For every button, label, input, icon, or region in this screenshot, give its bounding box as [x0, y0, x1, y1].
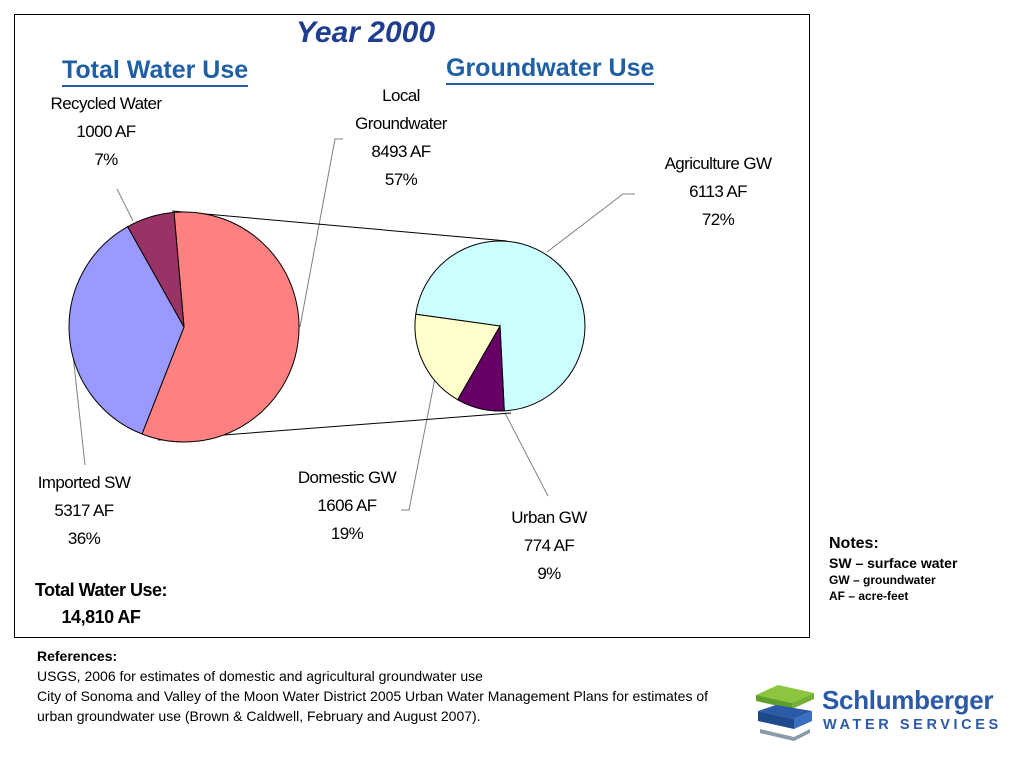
total-water-use-summary-label: Total Water Use:: [34, 580, 168, 600]
domestic-gw-label-percent: 19%: [330, 524, 364, 543]
schlumberger-logo: Schlumberger WATER SERVICES: [752, 683, 1002, 747]
recycled-water-label: Recycled Water 1000 AF 7%: [26, 90, 186, 174]
recycled-water-label-value: 1000 AF: [76, 122, 136, 141]
total-water-use-heading: Total Water Use: [62, 56, 249, 87]
pie-slice-imported-sw: [68, 226, 185, 435]
logo-name: Schlumberger: [822, 685, 994, 715]
total-water-use-summary-value: 14,810 AF: [61, 607, 141, 627]
imported-sw-label-percent: 36%: [67, 529, 101, 548]
notes-title: Notes:: [829, 535, 879, 552]
groundwater-pie: [414, 240, 586, 412]
leader-line: [401, 372, 437, 511]
references-title: References:: [37, 648, 118, 664]
pie-slice-recycled-water: [127, 211, 185, 328]
imported-sw-label-name: Imported SW: [37, 473, 131, 492]
local-groundwater-label-line1: Local: [382, 86, 420, 105]
chart-frame: Year 2000 Total Water Use Groundwater Us…: [14, 14, 810, 638]
urban-gw-label-name: Urban GW: [511, 508, 587, 527]
leader-line: [299, 138, 343, 328]
leader-lines: [72, 138, 635, 511]
local-groundwater-label-percent: 57%: [384, 170, 418, 189]
agriculture-gw-label-value: 6113 AF: [689, 182, 747, 201]
leader-line: [504, 412, 549, 497]
local-groundwater-label-value: 8493 AF: [371, 142, 431, 161]
groundwater-use-heading: Groundwater Use: [446, 54, 655, 85]
urban-gw-label-value: 774 AF: [523, 536, 575, 555]
urban-gw-label-percent: 9%: [537, 564, 561, 583]
slide-title: Year 2000: [296, 16, 436, 49]
notes-line-sw: SW – surface water: [829, 555, 958, 571]
references-line1: USGS, 2006 for estimates of domestic and…: [37, 668, 483, 684]
references-line2: City of Sonoma and Valley of the Moon Wa…: [37, 688, 709, 724]
notes: Notes: SW – surface water GW – groundwat…: [829, 534, 957, 604]
recycled-water-label-percent: 7%: [94, 150, 118, 169]
local-groundwater-label-line2: Groundwater: [355, 114, 447, 133]
urban-gw-label: Urban GW 774 AF 9%: [489, 504, 609, 588]
notes-line-gw: GW – groundwater: [829, 573, 936, 587]
agriculture-gw-label-name: Agriculture GW: [664, 154, 772, 173]
domestic-gw-label-name: Domestic GW: [297, 468, 397, 487]
recycled-water-label-name: Recycled Water: [50, 94, 163, 113]
schlumberger-logo-icon: [756, 685, 814, 741]
pie-connector-line: [171, 210, 508, 242]
notes-line-af: AF – acre-feet: [829, 589, 909, 603]
agriculture-gw-label-percent: 72%: [701, 210, 735, 229]
imported-sw-label: Imported SW 5317 AF 36%: [21, 469, 147, 553]
pie-slice-domestic-gw: [414, 313, 501, 401]
pie-slice-local-groundwater: [141, 211, 300, 443]
domestic-gw-label-value: 1606 AF: [317, 496, 377, 515]
agriculture-gw-label: Agriculture GW 6113 AF 72%: [643, 150, 793, 234]
total-water-use-summary: Total Water Use: 14,810 AF: [21, 577, 181, 631]
imported-sw-label-value: 5317 AF: [54, 501, 114, 520]
local-groundwater-label: Local Groundwater 8493 AF 57%: [336, 82, 466, 194]
total-water-pie: [68, 211, 300, 443]
leader-line: [546, 193, 635, 253]
references: References: USGS, 2006 for estimates of …: [37, 646, 717, 726]
leader-line: [72, 354, 86, 466]
logo-subtitle: WATER SERVICES: [823, 717, 1002, 733]
chart-svg: [68, 138, 635, 511]
domestic-gw-label: Domestic GW 1606 AF 19%: [277, 464, 417, 548]
leader-line: [116, 188, 134, 222]
